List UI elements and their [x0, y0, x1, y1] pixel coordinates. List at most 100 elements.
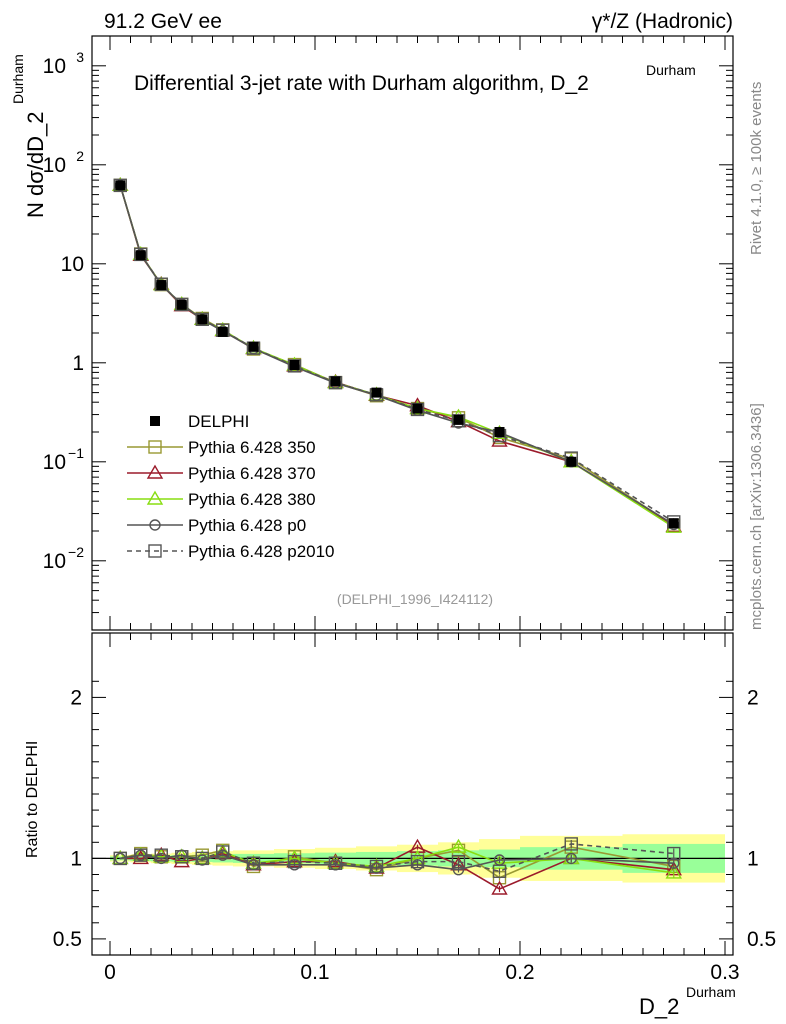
ratio-tick-label-right: 0.5 [747, 928, 776, 951]
ratio-point [154, 848, 168, 862]
ratio-point [134, 848, 148, 862]
data-point [668, 518, 679, 529]
ratio-point [564, 837, 578, 851]
x-tick-label: 0.1 [300, 961, 329, 984]
main-x-ticks [109, 36, 726, 630]
ratio-point [451, 854, 466, 869]
data-point [371, 387, 382, 398]
x-axis-label: D_2 [639, 994, 679, 1019]
ratio-point [667, 846, 681, 861]
data-point [176, 299, 187, 310]
legend-label: DELPHI [188, 412, 249, 431]
ratio-x-ticks: 0 0.1 0.2 0.3 [104, 633, 740, 984]
ratio-tick-label-right: 1 [747, 847, 759, 870]
ratio-point [565, 852, 577, 865]
chart-title: Differential 3-jet rate with Durham algo… [134, 72, 589, 95]
header-right: γ*/Z (Hadronic) [592, 10, 733, 33]
legend-label: Pythia 6.428 p0 [188, 516, 306, 535]
ratio-point [328, 856, 343, 870]
ratio-tick-label-left: 1 [70, 847, 82, 870]
data-point [217, 326, 228, 337]
data-point [494, 427, 505, 437]
data-point [330, 376, 341, 387]
series-point [134, 247, 148, 262]
y-tick-label-exponent: −1 [68, 445, 84, 461]
ratio-point [450, 838, 467, 853]
ratio-point [216, 845, 230, 859]
x-tick-label: 0 [104, 961, 116, 984]
legend-marker [146, 464, 164, 479]
series-point [175, 297, 189, 312]
y-tick-label: 10 [43, 451, 66, 474]
ratio-series-line [120, 843, 674, 873]
ratio-tick-label-left: 0.5 [53, 928, 82, 951]
ratio-point [452, 863, 465, 876]
y-tick-label: 10 [61, 253, 84, 276]
rivet-version-label: Rivet 4.1.0, ≥ 100k events [748, 82, 765, 255]
ratio-frame [91, 632, 734, 956]
legend-marker [150, 416, 160, 426]
legend-label: Pythia 6.428 350 [188, 438, 316, 457]
ratio-point [665, 864, 682, 879]
data-point [156, 280, 167, 291]
data-point [453, 414, 464, 425]
y-tick-label-exponent: 3 [76, 49, 84, 65]
y-axis-label: N dσ/dD_2 [23, 111, 48, 218]
series-point [410, 402, 425, 417]
series-point [154, 277, 168, 291]
ratio-point [175, 850, 189, 864]
y-tick-label: 10 [43, 550, 66, 573]
x-tick-label: 0.3 [710, 961, 739, 984]
ratio-point [410, 854, 425, 869]
ratio-point [173, 853, 190, 868]
ratio-point [369, 859, 384, 874]
ratio-panel: 0.5 0.5 1 1 2 2 0 0.1 0.2 0.3 Ratio to DELPHI D_… [24, 632, 776, 1019]
data-point [412, 403, 423, 414]
series-point [451, 414, 466, 428]
ratio-point [135, 849, 147, 861]
legend-marker [149, 519, 161, 531]
ratio-point [287, 854, 302, 869]
main-frame [91, 35, 734, 631]
ratio-point [195, 851, 209, 866]
ratio-point [113, 851, 127, 866]
ratio-marks [112, 837, 682, 895]
y-tick-label: 1 [72, 352, 84, 375]
ratio-point [492, 864, 507, 878]
header-left: 91.2 GeV ee [104, 10, 222, 33]
legend-marker [148, 544, 162, 558]
ratio-point [132, 850, 149, 865]
y-tick-label-exponent: 2 [76, 148, 84, 164]
legend-label: Pythia 6.428 380 [188, 490, 316, 509]
legend: DELPHI Pythia 6.428 350 Pythia 6.428 370 Py… [127, 412, 335, 561]
data-point [566, 456, 577, 467]
data-point [197, 314, 208, 325]
ratio-point [246, 856, 261, 870]
y-tick-label: 10 [43, 55, 66, 78]
analysis-tag: (DELPHI_1996_I424112) [337, 591, 493, 607]
x-tick-label: 0.2 [505, 961, 534, 984]
legend-label: Pythia 6.428 p2010 [188, 542, 335, 561]
ratio-tick-label-right: 2 [747, 686, 759, 709]
legend-marker [148, 440, 162, 454]
ratio-point [217, 849, 229, 861]
ratio-y-axis-label: Ratio to DELPHI [24, 741, 41, 858]
series-point [113, 178, 127, 193]
ratio-point [155, 852, 167, 865]
ratio-tick-label-left: 2 [70, 686, 82, 709]
main-marks [112, 176, 682, 533]
y-tick-label: 10 [43, 154, 66, 177]
y-axis-label-superscript: Durham [10, 54, 26, 104]
series-point [287, 359, 302, 373]
legend-marker [146, 490, 164, 505]
x-axis-label-superscript: Durham [686, 984, 736, 1000]
data-point [135, 250, 146, 261]
mcplots-label: mcplots.cern.ch [arXiv:1306.3436] [748, 403, 765, 630]
series-point [195, 312, 209, 327]
data-point [289, 360, 300, 371]
chart-title-superscript: Durham [646, 62, 696, 78]
ratio-y-ticks: 0.5 0.5 1 1 2 2 [53, 680, 776, 951]
